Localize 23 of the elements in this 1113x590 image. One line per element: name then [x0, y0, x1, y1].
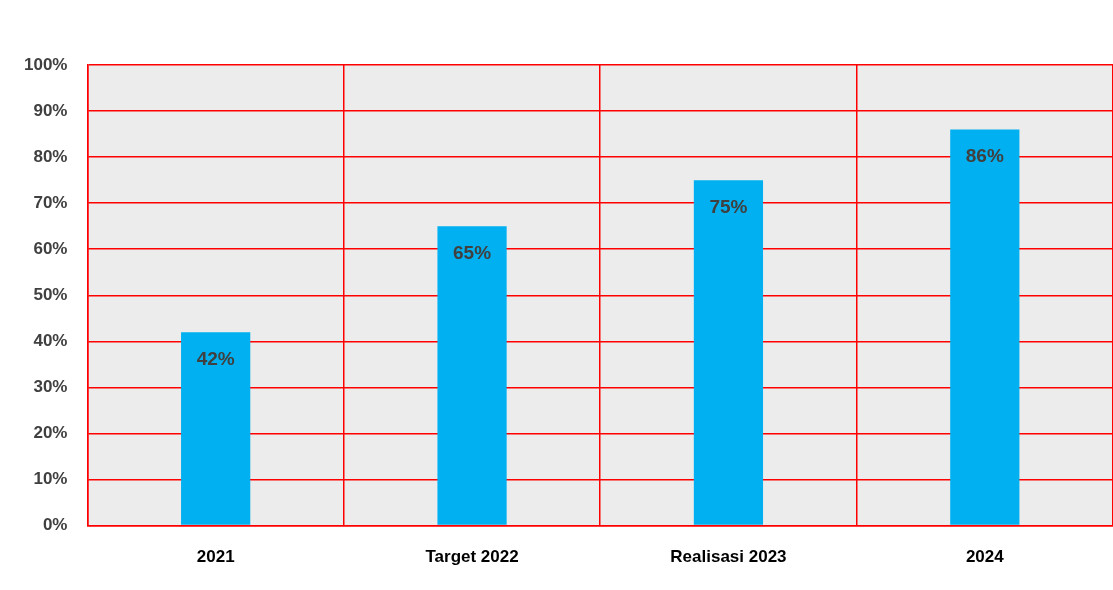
y-tick-label: 60% [33, 238, 68, 258]
y-tick-label: 90% [33, 100, 68, 120]
data-label: 75% [709, 195, 748, 217]
x-tick-label: 2021 [196, 547, 235, 567]
x-tick-label: Realisasi 2023 [670, 547, 787, 567]
y-tick-label: 40% [33, 331, 68, 351]
y-tick-label: 50% [33, 284, 68, 304]
data-label: 65% [453, 241, 492, 263]
data-label: 42% [196, 347, 235, 369]
bar [437, 226, 507, 525]
y-tick-label: 100% [24, 54, 68, 74]
y-tick-label: 80% [33, 146, 68, 166]
bar [950, 129, 1020, 525]
x-tick-label: 2024 [965, 547, 1005, 567]
y-tick-label: 0% [42, 515, 68, 535]
y-tick-label: 10% [33, 469, 68, 489]
data-label: 86% [965, 145, 1004, 167]
y-tick-label: 20% [33, 423, 68, 443]
bar [181, 332, 251, 525]
y-tick-label: 30% [33, 377, 68, 397]
y-tick-label: 70% [33, 192, 68, 212]
x-tick-label: Target 2022 [425, 547, 519, 567]
bar [693, 180, 764, 525]
